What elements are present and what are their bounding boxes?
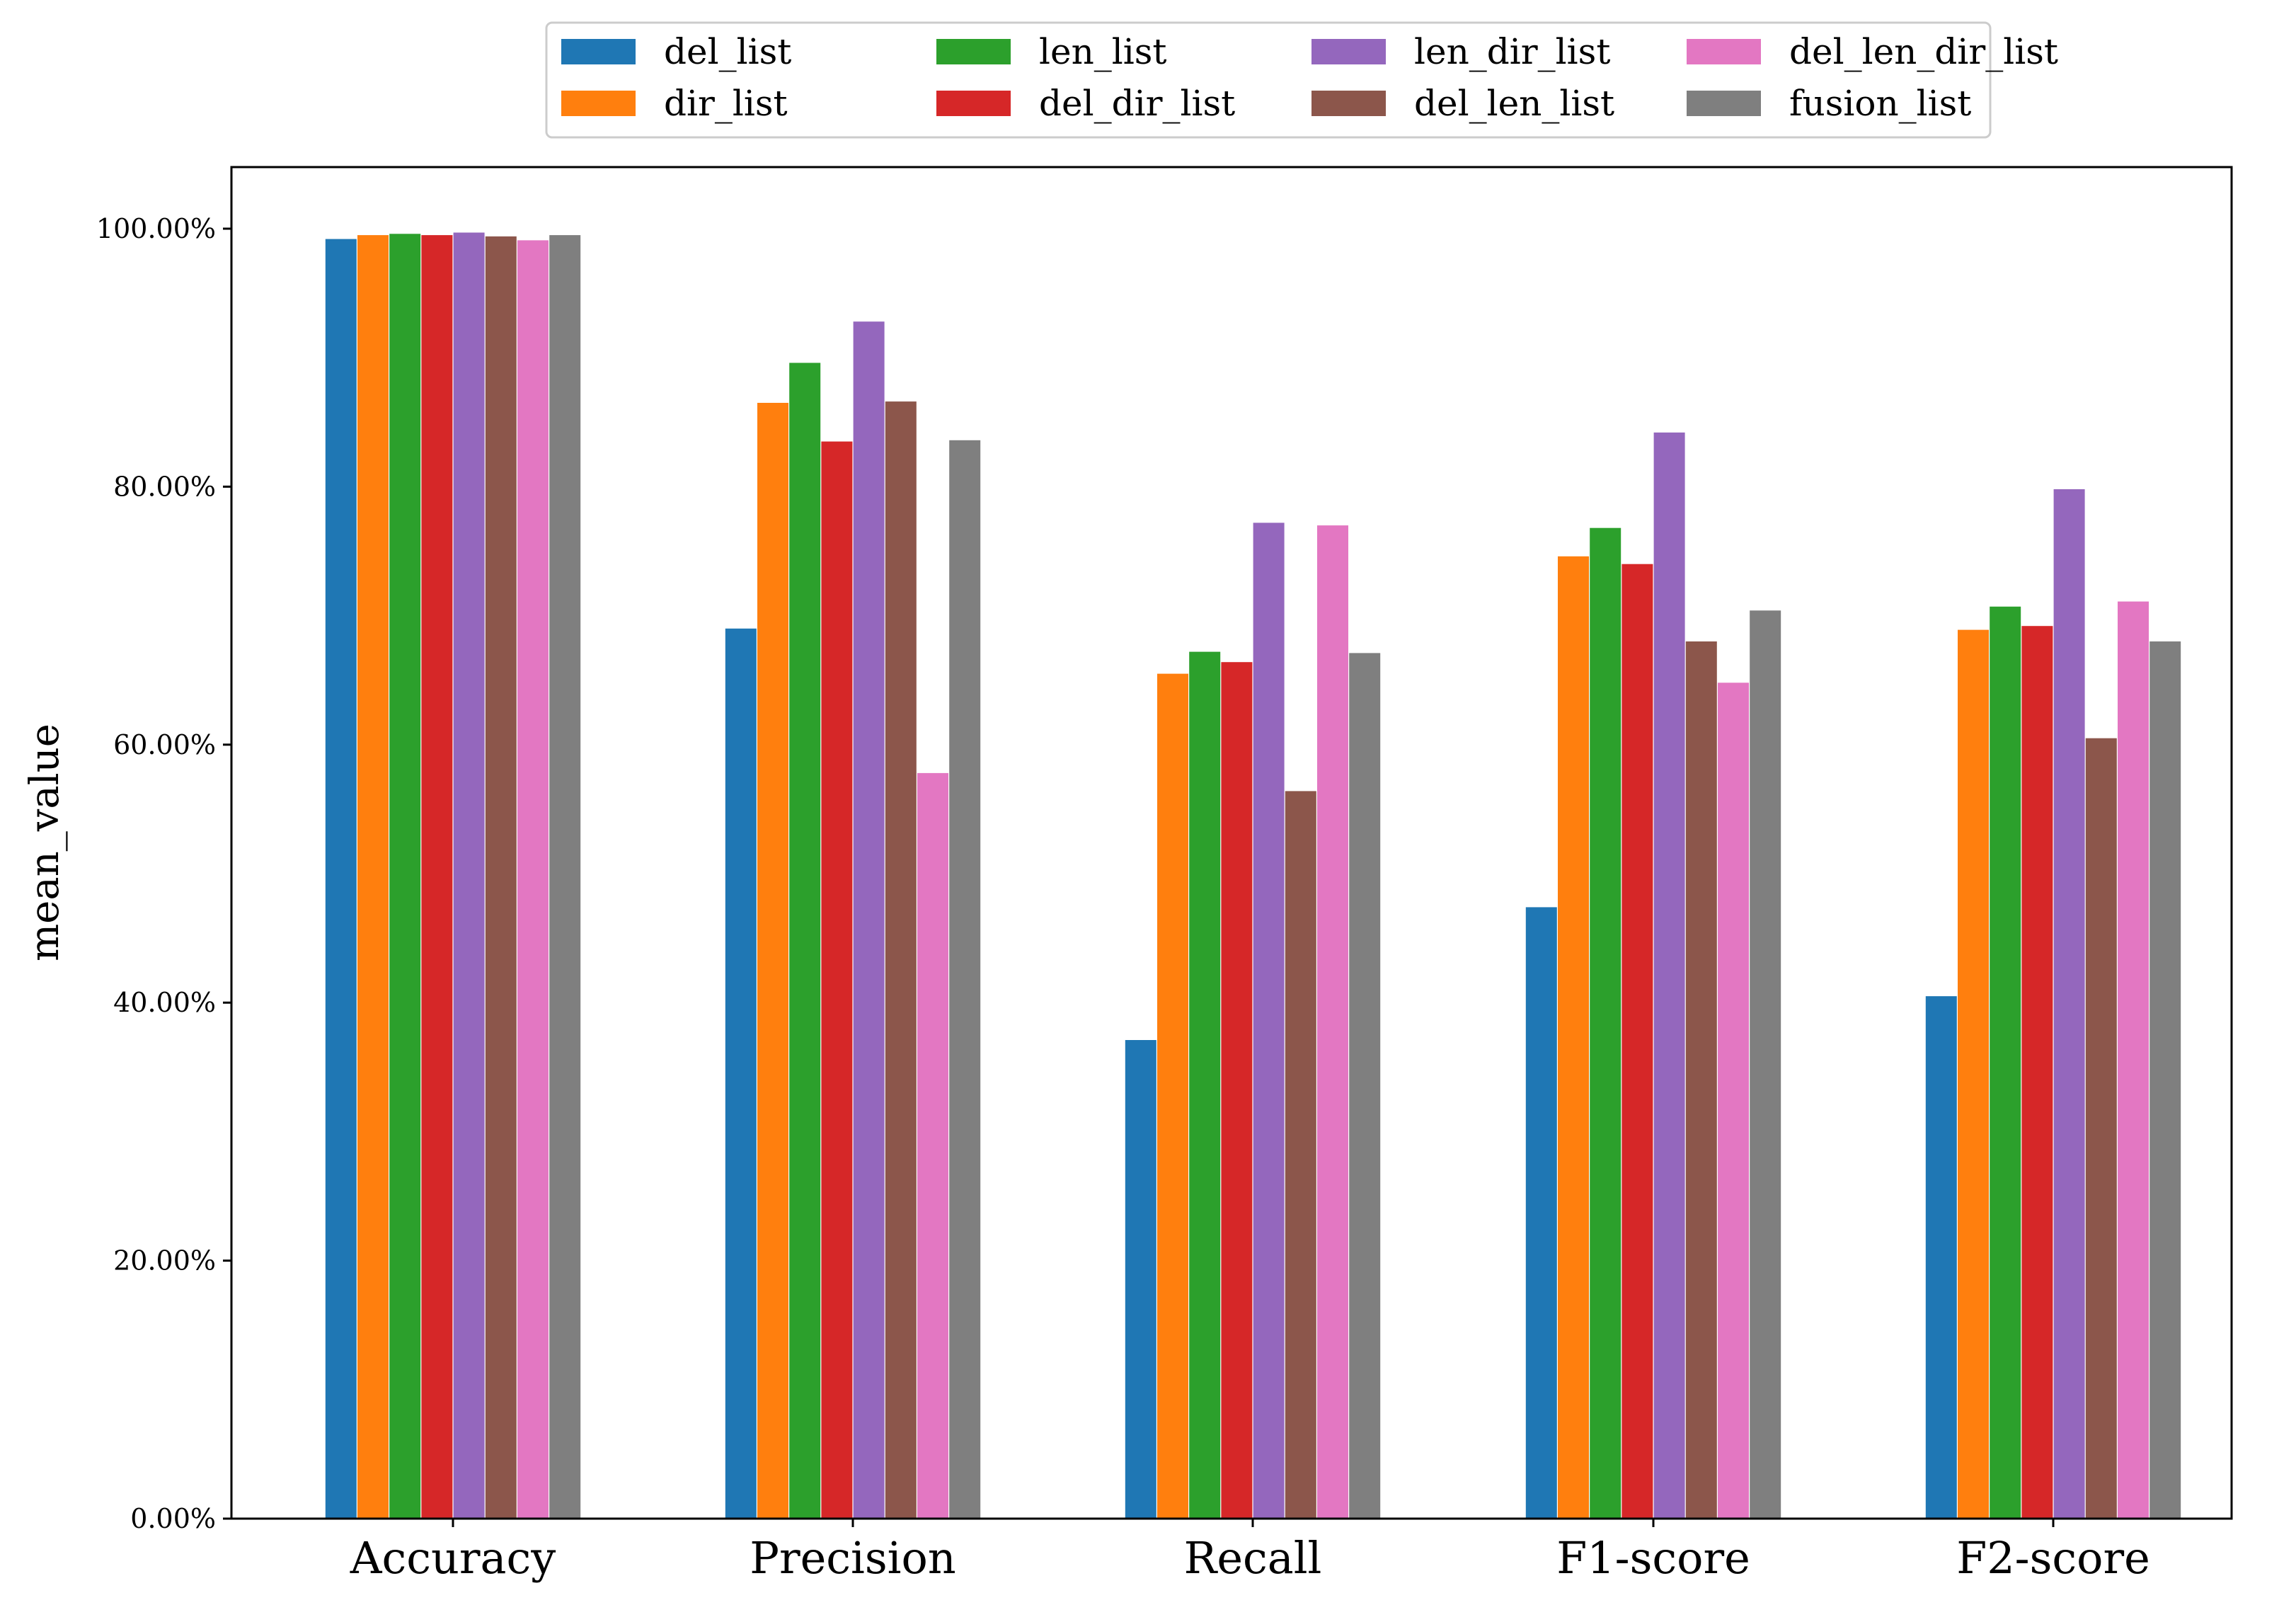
bar-len_list-f2-score [1990, 606, 2021, 1519]
y-tick-label: 100.00% [96, 213, 216, 244]
bar-del_len_dir_list-precision [917, 772, 948, 1519]
x-tick-label: Precision [750, 1532, 956, 1584]
bar-del_len_list-accuracy [485, 236, 517, 1519]
bar-del_list-precision [725, 628, 757, 1519]
bar-len_dir_list-f1-score [1653, 432, 1685, 1519]
bar-del_len_dir_list-f1-score [1718, 682, 1749, 1519]
bar-del_len_list-f2-score [2085, 738, 2117, 1519]
bar-del_len_list-precision [885, 401, 917, 1519]
y-axis: 0.00% 20.00% 40.00% 60.00% 80.00% 100.00% [96, 213, 231, 1534]
bar-dir_list-f1-score [1558, 556, 1589, 1519]
bar-len_list-recall [1189, 651, 1221, 1519]
bar-del_dir_list-f1-score [1621, 564, 1653, 1519]
x-tick-label: Accuracy [350, 1532, 556, 1584]
bar-len_dir_list-recall [1253, 522, 1285, 1519]
bar-del_len_list-f1-score [1685, 641, 1717, 1519]
bar-del_len_list-recall [1285, 791, 1316, 1519]
plot-frame [230, 166, 2233, 1520]
legend-swatch-len_dir_list [1311, 39, 1386, 64]
x-tick-label: F2-score [1956, 1532, 2150, 1584]
legend-label-del_len_list: del_len_list [1414, 83, 1614, 124]
legend-label-fusion_list: fusion_list [1789, 83, 1971, 124]
legend-swatch-len_list [936, 39, 1011, 64]
bar-dir_list-f2-score [1958, 629, 1989, 1519]
legend-swatch-del_len_list [1311, 91, 1386, 116]
bar-del_len_dir_list-recall [1317, 525, 1348, 1519]
bar-len_dir_list-accuracy [453, 232, 485, 1519]
x-axis: Accuracy Precision Recall F1-score F2-score [350, 1519, 2150, 1584]
legend-swatch-del_len_dir_list [1687, 39, 1761, 64]
x-tick-label: F1-score [1556, 1532, 1750, 1584]
x-tick-label: Recall [1184, 1532, 1322, 1584]
bar-fusion_list-f2-score [2149, 641, 2181, 1519]
bars-layer [325, 232, 2181, 1519]
bar-del_dir_list-f2-score [2021, 626, 2053, 1519]
legend-label-del_list: del_list [664, 31, 791, 72]
legend-swatch-del_dir_list [936, 91, 1011, 116]
y-tick-label: 20.00% [113, 1245, 216, 1276]
bar-len_dir_list-f2-score [2053, 489, 2085, 1519]
bar-len_list-accuracy [389, 234, 421, 1519]
legend-label-len_dir_list: len_dir_list [1414, 31, 1610, 72]
y-axis-title: mean_value [22, 724, 68, 961]
legend-swatch-dir_list [561, 91, 636, 116]
legend-label-del_dir_list: del_dir_list [1039, 83, 1235, 124]
bar-del_list-recall [1125, 1040, 1156, 1519]
legend-label-del_len_dir_list: del_len_dir_list [1789, 31, 2058, 72]
bar-del_dir_list-precision [821, 441, 853, 1519]
y-tick-label: 40.00% [113, 987, 216, 1018]
bar-del_dir_list-accuracy [421, 235, 453, 1519]
bar-del_list-f2-score [1925, 996, 1957, 1519]
bar-fusion_list-precision [949, 440, 981, 1519]
legend-label-dir_list: dir_list [664, 83, 788, 124]
bar-dir_list-recall [1157, 673, 1188, 1519]
bar-del_len_dir_list-f2-score [2118, 601, 2149, 1519]
y-tick-label: 0.00% [130, 1503, 216, 1534]
bar-dir_list-accuracy [357, 235, 389, 1519]
y-tick-label: 60.00% [113, 729, 216, 760]
bar-len_list-precision [789, 362, 821, 1519]
bar-del_dir_list-recall [1221, 662, 1253, 1519]
legend: del_list dir_list len_list del_dir_list len_… [545, 21, 2058, 139]
bar-fusion_list-f1-score [1750, 610, 1781, 1519]
bar-del_len_dir_list-accuracy [517, 240, 549, 1519]
legend-box [545, 21, 1992, 139]
bar-fusion_list-recall [1349, 653, 1381, 1519]
legend-label-len_list: len_list [1039, 31, 1167, 72]
legend-swatch-fusion_list [1687, 91, 1761, 116]
bar-len_list-f1-score [1590, 527, 1621, 1519]
bar-del_list-f1-score [1525, 907, 1557, 1519]
bar-del_list-accuracy [325, 239, 357, 1519]
legend-swatch-del_list [561, 39, 636, 64]
y-tick-label: 80.00% [113, 471, 216, 502]
bar-dir_list-precision [757, 403, 788, 1519]
bar-len_dir_list-precision [853, 321, 885, 1519]
bar-fusion_list-accuracy [549, 235, 581, 1519]
